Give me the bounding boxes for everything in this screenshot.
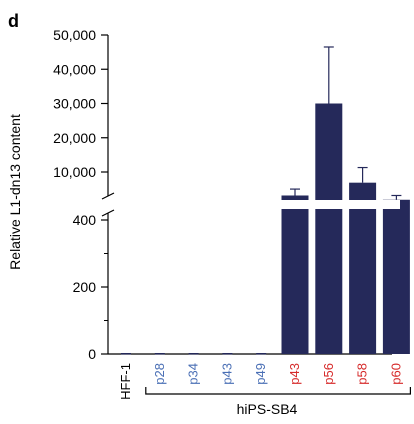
- x-tick-label: p56: [321, 363, 336, 385]
- chart-marks: 0 200 400 10,000 20,000 30,000 40,000 50,000 HFF…: [53, 27, 411, 400]
- bar: [349, 182, 377, 354]
- y-tick-label: 50,000: [53, 27, 96, 43]
- x-tick-label: p34: [186, 363, 201, 385]
- y-axis-label: Relative L1-dn13 content: [7, 114, 23, 270]
- bar: [315, 103, 343, 354]
- group-label: hiPS-SB4: [237, 401, 298, 417]
- group-bracket: [145, 387, 411, 395]
- bar: [256, 353, 267, 355]
- y-tick-label: 0: [88, 346, 96, 362]
- y-tick-label: 200: [73, 279, 97, 295]
- y-tick-label: 400: [73, 212, 97, 228]
- x-tick-label: p60: [388, 363, 403, 385]
- y-tick-label: 20,000: [53, 130, 96, 146]
- bar: [121, 353, 131, 355]
- axis-break-mark: [101, 209, 115, 217]
- y-tick-label: 40,000: [53, 61, 96, 77]
- bar: [188, 353, 199, 355]
- x-tick-label: HFF-1: [118, 363, 133, 400]
- axis-break-mark: [101, 192, 115, 200]
- x-tick-label: p58: [355, 363, 370, 385]
- bar: [382, 199, 410, 354]
- x-tick-label: p49: [253, 363, 268, 385]
- bar: [222, 353, 233, 355]
- y-tick-label: 30,000: [53, 96, 96, 112]
- bar: [154, 353, 165, 355]
- x-tick-label: p43: [219, 363, 234, 385]
- axis-break-band: [110, 200, 400, 209]
- x-tick-label: p28: [152, 363, 167, 385]
- x-tick-label: p43: [287, 363, 302, 385]
- panel-label: d: [8, 11, 19, 31]
- y-tick-label: 10,000: [53, 164, 96, 180]
- bar: [281, 195, 309, 354]
